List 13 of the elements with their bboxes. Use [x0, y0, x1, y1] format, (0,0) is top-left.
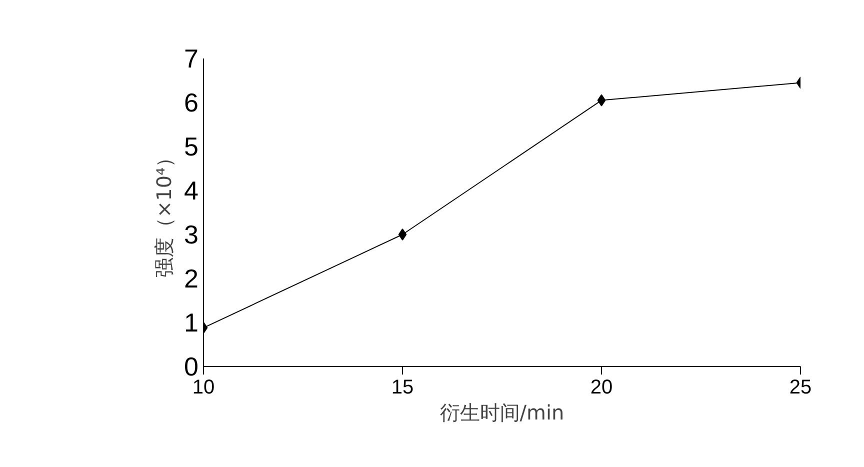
x-tick-label: 20: [590, 376, 613, 398]
y-tick-label: 2: [184, 264, 199, 294]
y-tick-label: 1: [184, 308, 199, 338]
y-axis-title: 强度（×10⁴）: [152, 147, 176, 278]
y-tick-label: 5: [184, 132, 199, 162]
y-tick-label: 7: [184, 44, 199, 74]
x-tick-label: 25: [789, 376, 812, 398]
x-tick-label: 15: [391, 376, 414, 398]
x-tick-label: 10: [192, 376, 215, 398]
y-tick-label: 6: [184, 88, 199, 118]
x-axis-title: 衍生时间/min: [440, 400, 564, 424]
y-tick-label: 3: [184, 220, 199, 250]
y-tick-label: 4: [184, 176, 199, 206]
